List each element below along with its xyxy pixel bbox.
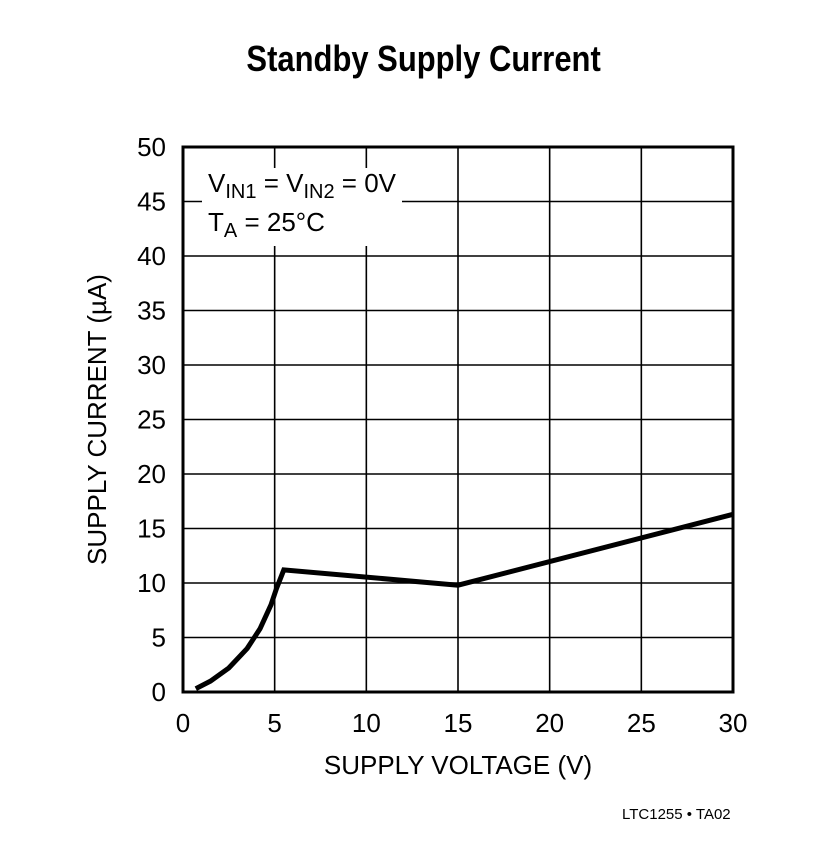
x-axis-label: SUPPLY VOLTAGE (V) [324,750,592,780]
x-tick-label: 30 [719,708,748,738]
y-tick-label: 35 [137,296,166,326]
x-tick-label: 20 [535,708,564,738]
y-tick-label: 30 [137,350,166,380]
x-tick-label: 15 [444,708,473,738]
y-tick-label: 10 [137,568,166,598]
x-tick-label: 0 [176,708,190,738]
conditions-annotation: VIN1 = VIN2 = 0V TA = 25°C [202,168,403,246]
figure-id: LTC1255 • TA02 [622,806,731,823]
y-tick-label: 40 [137,241,166,271]
y-tick-label: 20 [137,459,166,489]
x-tick-label: 10 [352,708,381,738]
y-tick-label: 15 [137,514,166,544]
y-tick-label: 5 [152,623,166,653]
y-tick-label: 50 [137,132,166,162]
y-tick-label: 45 [137,187,166,217]
y-axis-label: SUPPLY CURRENT (µA) [82,274,112,565]
x-tick-label: 5 [267,708,281,738]
y-tick-label: 0 [152,677,166,707]
x-tick-label: 25 [627,708,656,738]
chart-title: Standby Supply Current [246,38,601,79]
y-tick-label: 25 [137,405,166,435]
plot-frame [181,145,735,694]
annotation-line-vin: VIN1 = VIN2 = 0V [208,168,397,203]
data-series-line [194,511,734,691]
annotation-line-temp: TA = 25°C [208,207,325,242]
